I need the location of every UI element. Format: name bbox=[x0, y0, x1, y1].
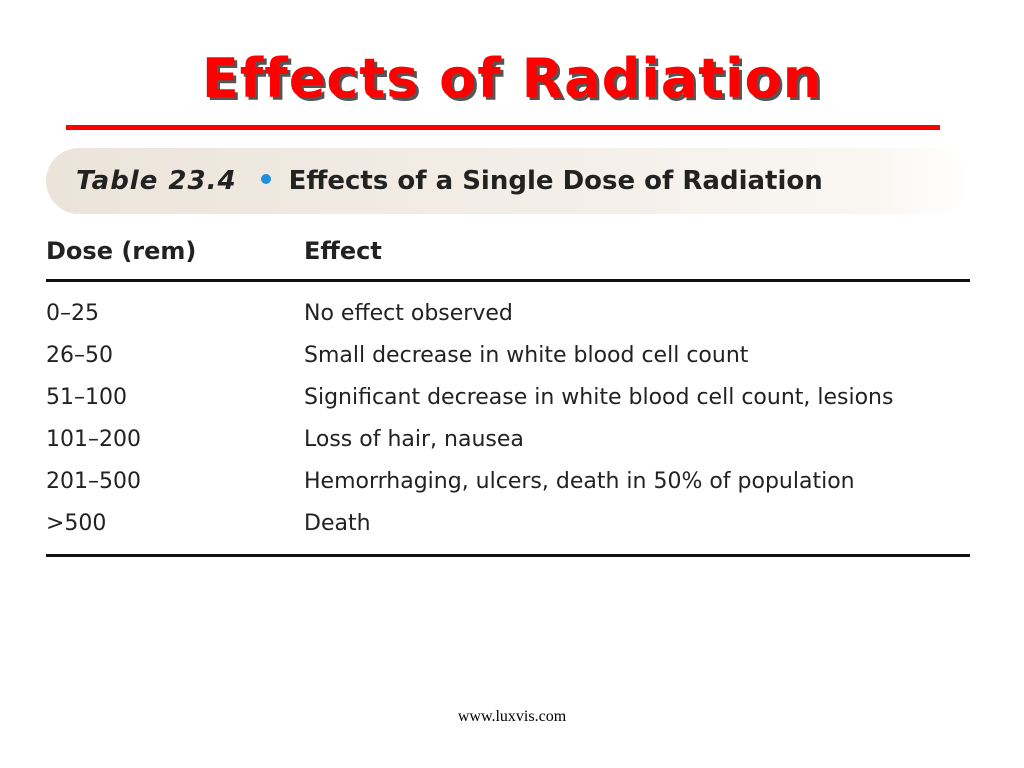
effect-cell: Loss of hair, nausea bbox=[304, 426, 524, 452]
dose-cell: 101–200 bbox=[46, 426, 141, 452]
slide-title: Effects of Radiation bbox=[201, 47, 823, 110]
bullet-icon bbox=[260, 174, 271, 184]
table-caption: Effects of a Single Dose of Radiation bbox=[288, 166, 823, 196]
table-row: 0–25 No effect observed bbox=[46, 292, 970, 334]
effect-cell: Small decrease in white blood cell count bbox=[304, 342, 749, 368]
table-row: 201–500 Hemorrhaging, ulcers, death in 5… bbox=[46, 460, 970, 502]
header-effect: Effect bbox=[304, 236, 382, 265]
header-dose: Dose (rem) bbox=[46, 236, 197, 265]
effect-cell: Hemorrhaging, ulcers, death in 50% of po… bbox=[304, 468, 855, 494]
data-table: Dose (rem) Effect 0–25 No effect observe… bbox=[46, 222, 970, 557]
table-label: Table 23.4 bbox=[76, 166, 237, 196]
dose-cell: >500 bbox=[46, 510, 107, 536]
dose-cell: 201–500 bbox=[46, 468, 141, 494]
effect-cell: Death bbox=[304, 510, 371, 536]
table-row: 51–100 Significant decrease in white blo… bbox=[46, 376, 970, 418]
table-caption-banner: Table 23.4 Effects of a Single Dose of R… bbox=[46, 148, 970, 214]
table-header-row: Dose (rem) Effect bbox=[46, 222, 970, 282]
table-body: 0–25 No effect observed 26–50 Small decr… bbox=[46, 282, 970, 557]
dose-cell: 26–50 bbox=[46, 342, 113, 368]
dose-cell: 0–25 bbox=[46, 300, 99, 326]
effect-cell: No effect observed bbox=[304, 300, 513, 326]
table-row: 26–50 Small decrease in white blood cell… bbox=[46, 334, 970, 376]
table-row: 101–200 Loss of hair, nausea bbox=[46, 418, 970, 460]
effect-cell: Significant decrease in white blood cell… bbox=[304, 384, 894, 410]
dose-cell: 51–100 bbox=[46, 384, 127, 410]
footer-url: www.luxvis.com bbox=[457, 708, 567, 725]
title-rule bbox=[66, 125, 940, 130]
table-row: >500 Death bbox=[46, 502, 970, 544]
